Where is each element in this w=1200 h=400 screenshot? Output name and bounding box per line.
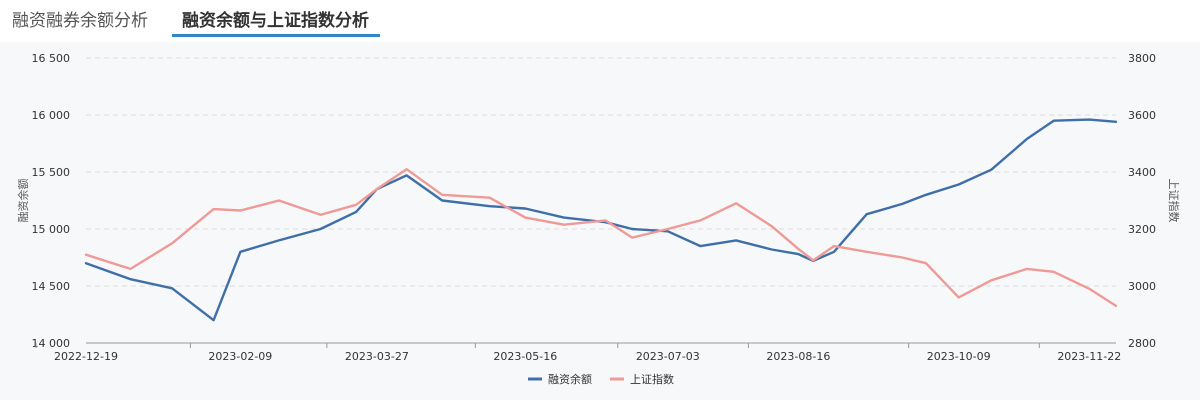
tab-margin-balance-analysis[interactable]: 融资融券余额分析	[12, 11, 148, 31]
y-right-tick-label: 3400	[1128, 166, 1156, 179]
tab-bar: 融资融券余额分析 融资余额与上证指数分析	[0, 0, 1200, 40]
y-left-tick-label: 14 000	[32, 337, 71, 350]
y-right-tick-label: 3800	[1128, 52, 1156, 65]
x-tick-label: 2023-05-16	[493, 350, 557, 363]
chart-panel: 14 000 14 500 15 000 15 500 16 000 16 500 2800…	[0, 42, 1200, 400]
legend-label: 上证指数	[630, 372, 674, 386]
y-right-axis-title: 上证指数	[1167, 179, 1181, 223]
y-left-axis-title: 融资余额	[16, 179, 30, 223]
y-left-tick-label: 16 000	[32, 109, 71, 122]
y-left-tick-label: 15 500	[32, 166, 71, 179]
y-left-tick-label: 15 000	[32, 223, 71, 236]
x-tick-label: 2023-11-22	[1057, 350, 1121, 363]
dual-axis-line-chart: 14 000 14 500 15 000 15 500 16 000 16 500 2800…	[16, 52, 1181, 386]
y-right-tick-label: 3600	[1128, 109, 1156, 122]
series-line-1	[84, 118, 1118, 322]
y-right-tick-label: 3200	[1128, 223, 1156, 236]
series-line-2	[84, 167, 1118, 308]
y-right-tick-label: 2800	[1128, 337, 1156, 350]
y-right-tick-label: 3000	[1128, 280, 1156, 293]
tab-financing-vs-index[interactable]: 融资余额与上证指数分析	[182, 11, 369, 31]
y-left-tick-label: 16 500	[32, 52, 71, 65]
x-tick-label: 2023-08-16	[766, 350, 830, 363]
x-tick-label: 2023-10-09	[927, 350, 991, 363]
y-left-tick-label: 14 500	[32, 280, 71, 293]
x-tick-label: 2022-12-19	[54, 350, 118, 363]
legend-label: 融资余额	[548, 372, 592, 386]
active-tab-indicator	[172, 34, 380, 37]
x-tick-label: 2023-02-09	[208, 350, 272, 363]
x-tick-label: 2023-03-27	[345, 350, 409, 363]
x-tick-label: 2023-07-03	[636, 350, 700, 363]
